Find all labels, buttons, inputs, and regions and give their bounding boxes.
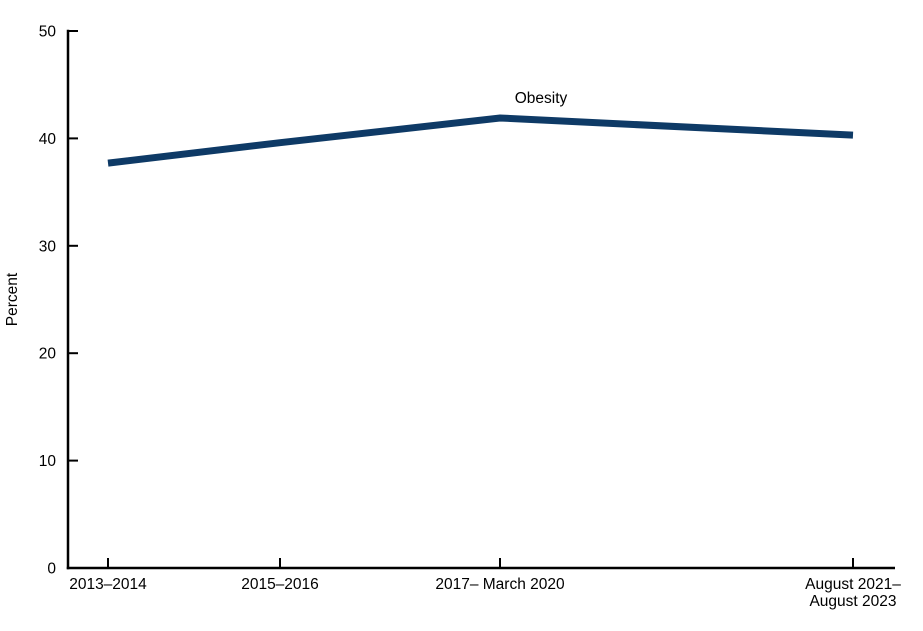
y-tick-label: 20 xyxy=(39,346,57,363)
series-annotation-label: Obesity xyxy=(515,90,568,107)
series-line-obesity xyxy=(107,114,854,167)
y-tick-label: 0 xyxy=(47,561,56,578)
x-tick-label: 2017– March 2020 xyxy=(435,576,565,593)
y-tick-label: 10 xyxy=(39,453,57,470)
x-tick-label: 2013–2014 xyxy=(69,576,147,593)
y-tick-label: 40 xyxy=(39,131,57,148)
x-tick-label: August 2021– August 2023 xyxy=(805,576,901,610)
y-tick-label: 50 xyxy=(39,24,57,41)
y-tick-label: 30 xyxy=(39,238,57,255)
y-axis-title: Percent xyxy=(4,272,21,326)
x-tick-label: 2015–2016 xyxy=(241,576,319,593)
